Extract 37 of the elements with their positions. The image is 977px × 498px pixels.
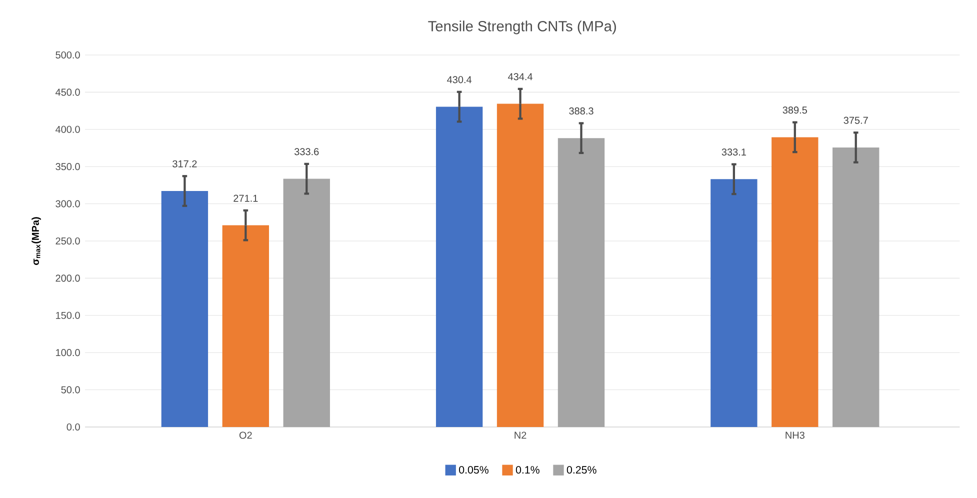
y-tick-label: 450.0 [56, 88, 80, 96]
y-tick-label: 50.0 [61, 386, 80, 394]
x-tick-label: NH3 [786, 432, 804, 439]
bar [161, 190, 208, 427]
y-tick-label: 150.0 [56, 312, 80, 319]
bar [496, 104, 544, 427]
legend-label: 0.25% [566, 466, 596, 474]
y-tick-label: 400.0 [56, 126, 80, 133]
data-label: 333.6 [294, 148, 319, 156]
bar [832, 147, 880, 427]
x-tick-label: N2 [514, 432, 526, 439]
bar [772, 137, 818, 427]
legend-label: 0.1% [516, 466, 540, 474]
legend-label: 0.05% [459, 466, 488, 474]
y-tick-label: 0.0 [66, 423, 80, 431]
y-tick-label: 250.0 [56, 237, 80, 245]
y-tick-label: 200.0 [56, 274, 80, 282]
data-label: 375.7 [844, 116, 868, 124]
y-tick-label: 100.0 [56, 349, 80, 356]
bar [222, 225, 270, 427]
data-label: 333.1 [722, 148, 746, 156]
data-label: 389.5 [782, 106, 807, 114]
y-tick-label: 300.0 [56, 200, 80, 208]
bar [436, 106, 483, 427]
y-axis-title: σ$_{max}$(MPa) [32, 217, 41, 265]
data-label: 271.1 [234, 194, 258, 202]
bar [558, 138, 605, 427]
y-tick-label: 350.0 [56, 163, 80, 170]
data-label: 317.2 [172, 160, 197, 168]
data-label: 434.4 [508, 73, 532, 80]
bar [283, 178, 330, 427]
data-label: 430.4 [447, 76, 472, 84]
chart-title: Tensile Strength CNTs (MPa) [428, 20, 616, 34]
x-tick-label: O2 [239, 432, 252, 439]
data-label: 388.3 [569, 107, 594, 115]
y-tick-label: 500.0 [56, 51, 80, 59]
bar [710, 179, 758, 427]
